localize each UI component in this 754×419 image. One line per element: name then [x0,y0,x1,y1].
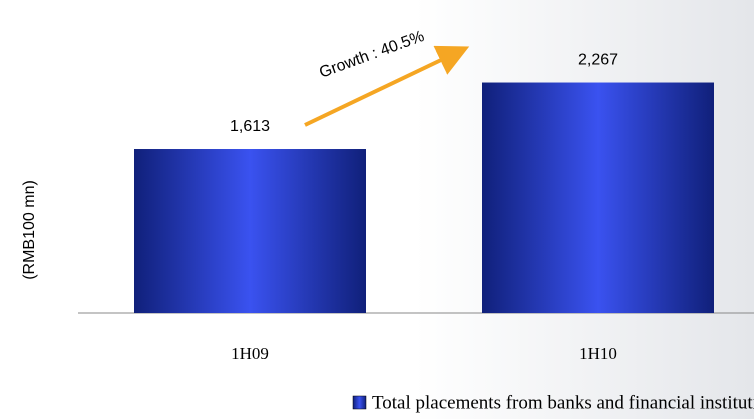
value-label: 2,267 [578,52,618,69]
y-axis-label: (RMB100 mn) [21,180,38,280]
bar [134,149,366,313]
value-label: 1,613 [230,118,270,135]
legend-label: Total placements from banks and financia… [372,392,754,413]
bar [482,82,714,313]
x-tick-label: 1H10 [579,344,617,363]
growth-arrow [304,45,470,127]
x-tick-label: 1H09 [231,344,269,363]
legend-swatch [352,395,367,410]
